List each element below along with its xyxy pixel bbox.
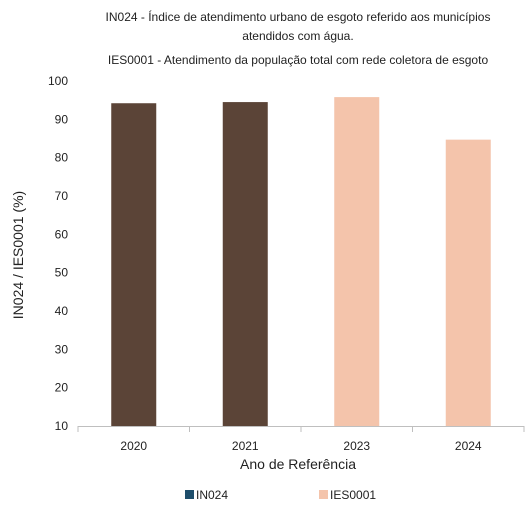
- chart-subtitle: IES0001 - Atendimento da população total…: [108, 53, 489, 67]
- x-tick-label: 2023: [343, 439, 370, 453]
- legend-label-in024: IN024: [196, 488, 228, 502]
- legend-swatch-in024: [185, 490, 194, 499]
- bar-2020: [111, 103, 157, 426]
- x-tick-label: 2021: [232, 439, 259, 453]
- y-tick-label: 40: [55, 304, 69, 318]
- bars: [111, 97, 491, 426]
- y-tick-label: 90: [55, 112, 69, 126]
- y-tick-label: 60: [55, 227, 69, 241]
- x-tick-label: 2020: [120, 439, 147, 453]
- y-axis: 10 20 30 40 50 60 70 80 90 100: [48, 74, 68, 433]
- y-tick-label: 30: [55, 342, 69, 356]
- x-axis-label: Ano de Referência: [240, 456, 356, 472]
- bar-2023: [334, 97, 380, 426]
- chart-title-line-1: IN024 - Índice de atendimento urbano de …: [106, 9, 491, 24]
- y-tick-label: 100: [48, 74, 68, 88]
- x-axis: 2020 2021 2023 2024: [77, 426, 525, 453]
- bar-2021: [222, 102, 268, 426]
- legend-label-ies0001: IES0001: [330, 488, 376, 502]
- legend: IN024 IES0001: [185, 488, 376, 502]
- bar-2024: [445, 139, 491, 426]
- x-tick-label: 2024: [455, 439, 482, 453]
- chart-title-line-2: atendidos com água.: [242, 29, 353, 43]
- y-tick-label: 20: [55, 381, 69, 395]
- y-tick-label: 50: [55, 266, 69, 280]
- y-tick-label: 70: [55, 189, 69, 203]
- y-axis-label: IN024 / IES0001 (%): [10, 191, 26, 319]
- y-tick-label: 80: [55, 151, 69, 165]
- legend-swatch-ies0001: [319, 490, 328, 499]
- y-tick-label: 10: [55, 419, 69, 433]
